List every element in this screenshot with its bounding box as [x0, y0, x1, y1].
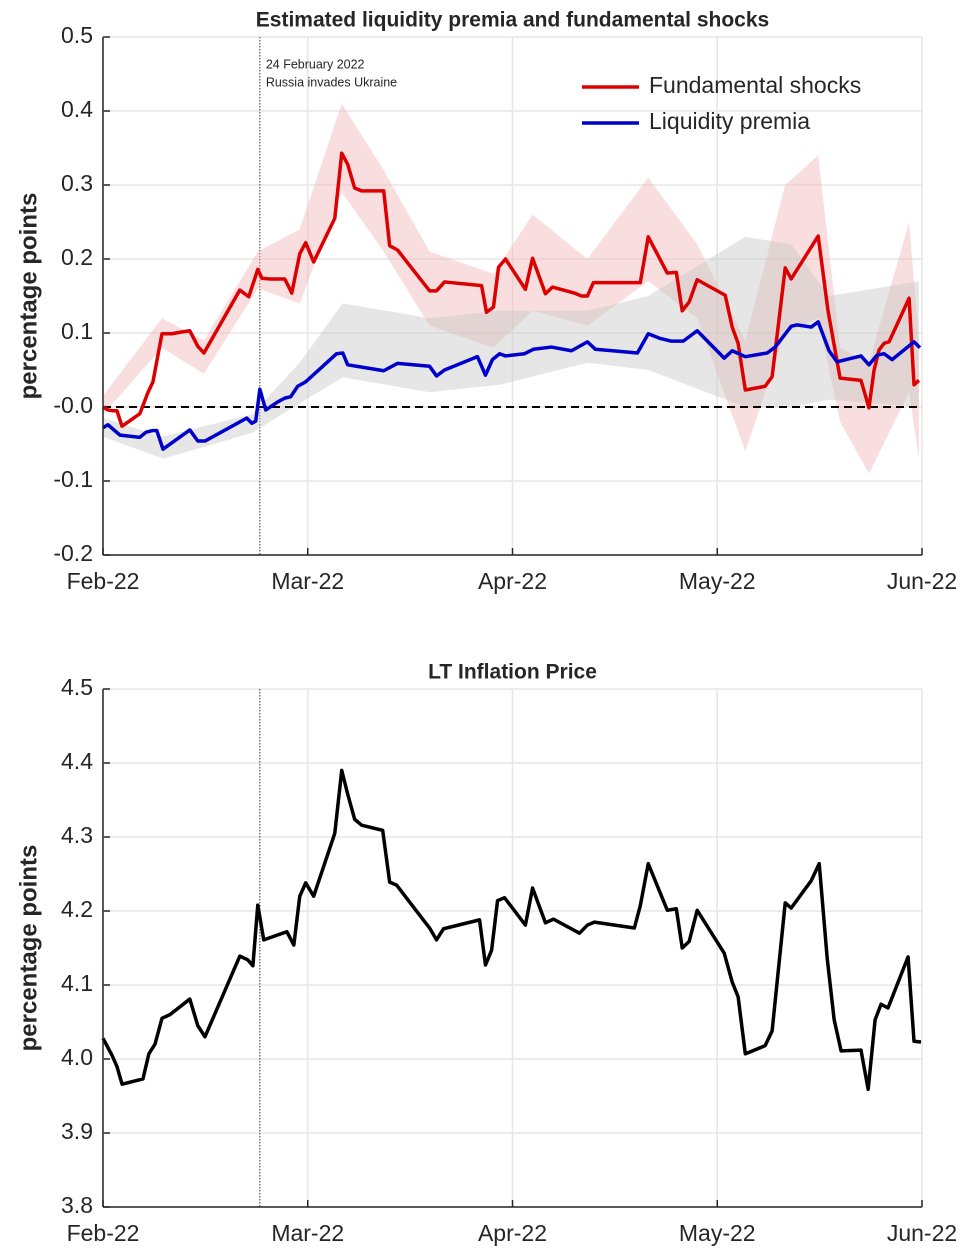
chart-title: LT Inflation Price	[428, 661, 597, 684]
y-tick-label: 4.3	[61, 822, 93, 848]
chart-title: Estimated liquidity premia and fundament…	[256, 9, 769, 32]
x-tick-label: Feb-22	[67, 568, 140, 594]
legend-label: Liquidity premia	[649, 108, 810, 134]
legend-label: Fundamental shocks	[649, 72, 861, 98]
confidence-band	[103, 236, 919, 459]
y-tick-label: -0.2	[53, 540, 93, 566]
y-tick-label: 0.4	[61, 96, 93, 122]
confidence-band	[103, 103, 919, 474]
line	[102, 320, 922, 451]
y-tick-label: 4.4	[61, 748, 93, 774]
y-axis-label: percentage points	[15, 845, 42, 1052]
x-tick-label: May-22	[679, 568, 756, 594]
y-tick-label: -0.0	[53, 392, 93, 418]
y-tick-label: 3.8	[61, 1192, 93, 1218]
event-label: 24 February 2022	[266, 57, 365, 71]
y-tick-label: 4.5	[61, 674, 93, 700]
y-tick-label: 0.1	[61, 318, 93, 344]
y-tick-label: 4.1	[61, 970, 93, 996]
y-tick-label: 4.0	[61, 1044, 93, 1070]
y-tick-label: 4.2	[61, 896, 93, 922]
x-tick-label: Apr-22	[478, 1220, 547, 1246]
x-tick-label: May-22	[679, 1220, 756, 1246]
x-tick-label: Feb-22	[67, 1220, 140, 1246]
y-tick-label: 0.3	[61, 170, 93, 196]
x-tick-label: Apr-22	[478, 568, 547, 594]
x-tick-label: Mar-22	[271, 568, 344, 594]
y-axis-label: percentage points	[15, 193, 42, 400]
event-label: Russia invades Ukraine	[266, 75, 397, 89]
y-tick-label: 0.2	[61, 244, 93, 270]
line	[101, 768, 922, 1092]
line	[102, 151, 921, 428]
y-tick-label: -0.1	[53, 466, 93, 492]
y-tick-label: 0.5	[61, 22, 93, 48]
x-tick-label: Jun-22	[887, 1220, 957, 1246]
y-tick-label: 3.9	[61, 1118, 93, 1144]
x-tick-label: Mar-22	[271, 1220, 344, 1246]
x-tick-label: Jun-22	[887, 568, 957, 594]
